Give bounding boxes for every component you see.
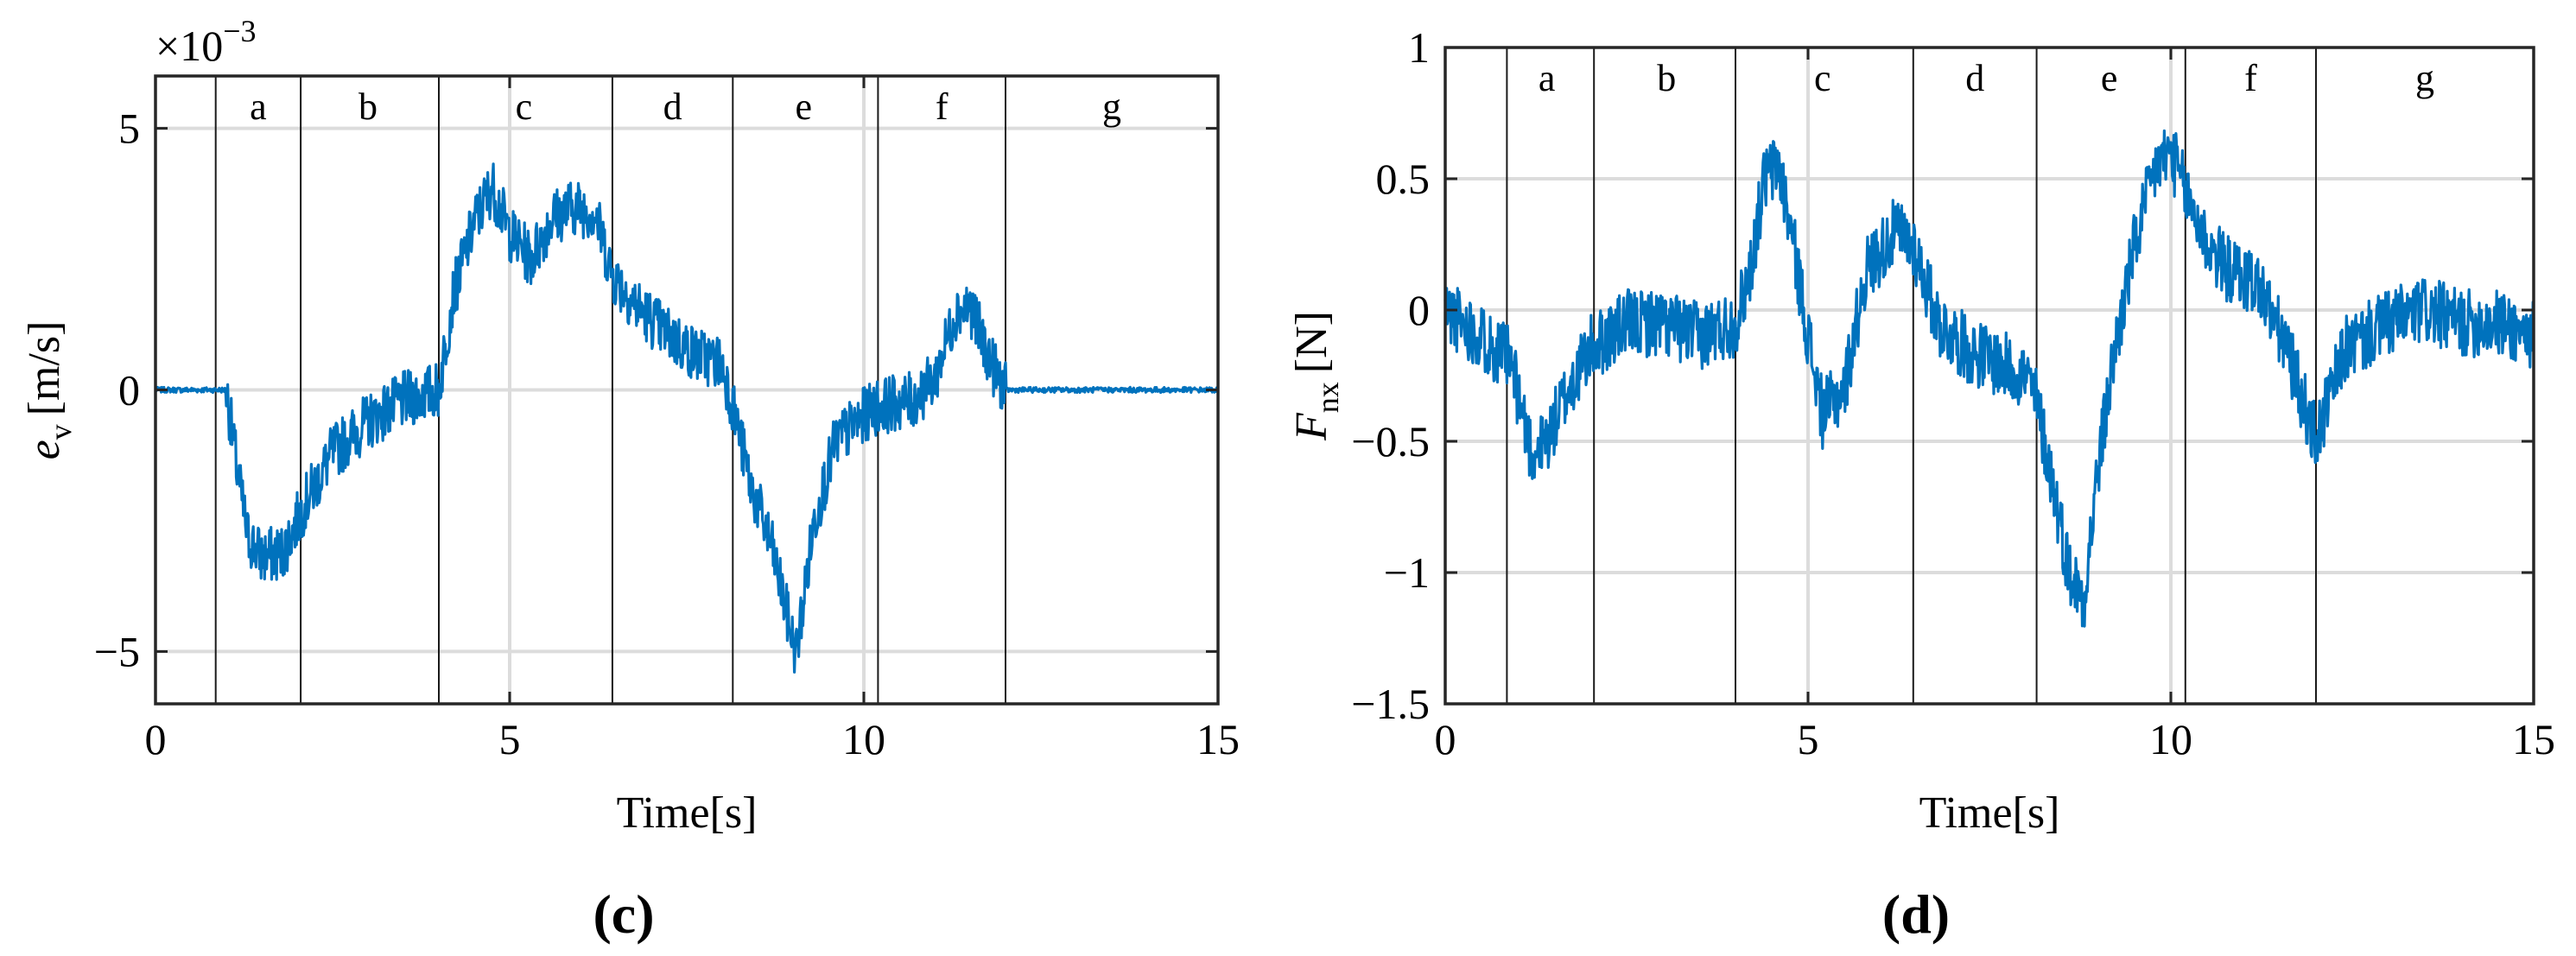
- segment-lines-d: [1506, 47, 2317, 704]
- subfigure-label-d: (d): [1882, 883, 1950, 945]
- segment-label: b: [1657, 57, 1676, 99]
- segment-labels-d: a b c d e f g: [1539, 57, 2434, 99]
- segment-label: d: [1965, 57, 1984, 99]
- y-tick-label: 0: [118, 366, 140, 415]
- segment-label: b: [358, 85, 378, 128]
- x-axis-label-c: Time[s]: [617, 788, 758, 838]
- x-tick-label: 0: [1435, 715, 1456, 763]
- x-tick-label: 15: [1196, 715, 1240, 763]
- exponent-label-c: ×10−3: [155, 14, 257, 70]
- y-tick-label: −1: [1384, 548, 1430, 597]
- x-tick-label: 15: [2512, 715, 2555, 763]
- y-tick-label: −5: [94, 627, 140, 675]
- x-tick-label: 5: [499, 715, 521, 763]
- y-tick-label: 5: [118, 104, 140, 153]
- y-tick-label: −1.5: [1351, 680, 1430, 728]
- ticks-c: 0 5 10 15−505: [94, 76, 1240, 763]
- segment-label: d: [663, 85, 682, 128]
- segment-label: a: [250, 85, 267, 128]
- segment-label: e: [2101, 57, 2118, 99]
- segment-label: g: [2415, 57, 2434, 99]
- series-c: [154, 162, 1220, 674]
- segment-label: a: [1539, 57, 1556, 99]
- x-tick-label: 10: [842, 715, 885, 763]
- segment-label: f: [2244, 57, 2257, 99]
- segment-label: c: [1814, 57, 1831, 99]
- series-line: [154, 162, 1220, 674]
- x-tick-label: 5: [1798, 715, 1819, 763]
- x-tick-label: 10: [2149, 715, 2192, 763]
- y-axis-label-c: ev[m/s]: [20, 321, 78, 460]
- y-tick-label: 1: [1408, 23, 1430, 72]
- y-tick-label: −0.5: [1351, 417, 1430, 465]
- y-tick-label: 0: [1408, 286, 1430, 334]
- segment-label: g: [1102, 85, 1121, 128]
- series-line: [1443, 129, 2535, 628]
- x-axis-label-d: Time[s]: [1919, 788, 2060, 838]
- grid-d: [1445, 47, 2534, 704]
- series-d: [1443, 129, 2535, 628]
- y-axis-label-d: Fnx[N]: [1287, 311, 1345, 441]
- chart-panel-d: 0 5 10 15 −1.5 −1 −0.5 0 0.5 1 a b c d e f g Fnx[N] Tim…: [1287, 23, 2555, 945]
- segment-label: f: [936, 85, 949, 128]
- x-tick-label: 0: [145, 715, 167, 763]
- ticks-d: 0 5 10 15 −1.5 −1 −0.5 0 0.5 1: [1351, 23, 2555, 763]
- segment-label: c: [516, 85, 533, 128]
- plot-frame-d: [1443, 46, 2535, 706]
- segment-label: e: [796, 85, 813, 128]
- segment-labels-c: a b c d e f g: [250, 85, 1121, 128]
- subfigure-label-c: (c): [593, 883, 654, 945]
- y-tick-label: 0.5: [1376, 155, 1431, 203]
